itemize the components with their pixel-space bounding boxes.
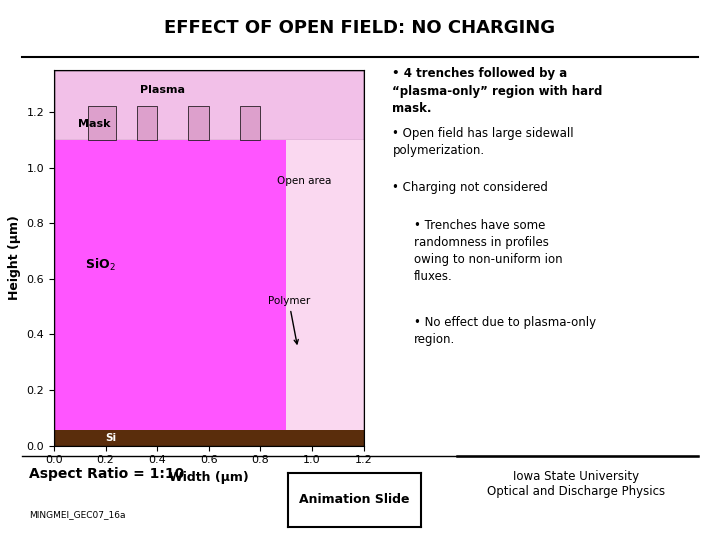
Text: Si: Si xyxy=(105,433,117,443)
Bar xyxy=(137,106,157,140)
Bar xyxy=(88,106,116,140)
Text: Polymer: Polymer xyxy=(268,296,310,344)
Text: • No effect due to plasma-only
region.: • No effect due to plasma-only region. xyxy=(414,316,596,346)
Bar xyxy=(54,430,364,445)
Text: EFFECT OF OPEN FIELD: NO CHARGING: EFFECT OF OPEN FIELD: NO CHARGING xyxy=(164,19,556,37)
Bar xyxy=(240,106,261,140)
Text: • Charging not considered: • Charging not considered xyxy=(392,181,548,194)
Text: Iowa State University
Optical and Discharge Physics: Iowa State University Optical and Discha… xyxy=(487,470,665,498)
Bar xyxy=(287,140,364,446)
Y-axis label: Height (μm): Height (μm) xyxy=(8,215,21,300)
Text: • 4 trenches followed by a
“plasma-only” region with hard
mask.: • 4 trenches followed by a “plasma-only”… xyxy=(392,68,603,114)
Bar xyxy=(188,106,209,140)
Text: Mask: Mask xyxy=(78,119,110,130)
Text: SiO$_2$: SiO$_2$ xyxy=(85,256,116,273)
Text: • Trenches have some
randomness in profiles
owing to non-uniform ion
fluxes.: • Trenches have some randomness in profi… xyxy=(414,219,562,283)
Text: Aspect Ratio = 1:10: Aspect Ratio = 1:10 xyxy=(29,467,184,481)
X-axis label: Width (μm): Width (μm) xyxy=(169,471,248,484)
Text: Animation Slide: Animation Slide xyxy=(300,493,410,506)
Text: Plasma: Plasma xyxy=(140,85,185,94)
Text: Open area: Open area xyxy=(277,177,331,186)
Bar xyxy=(54,140,287,431)
Text: • Open field has large sidewall
polymerization.: • Open field has large sidewall polymeri… xyxy=(392,127,574,157)
Text: MINGMEI_GEC07_16a: MINGMEI_GEC07_16a xyxy=(29,510,125,519)
Bar xyxy=(54,70,364,140)
